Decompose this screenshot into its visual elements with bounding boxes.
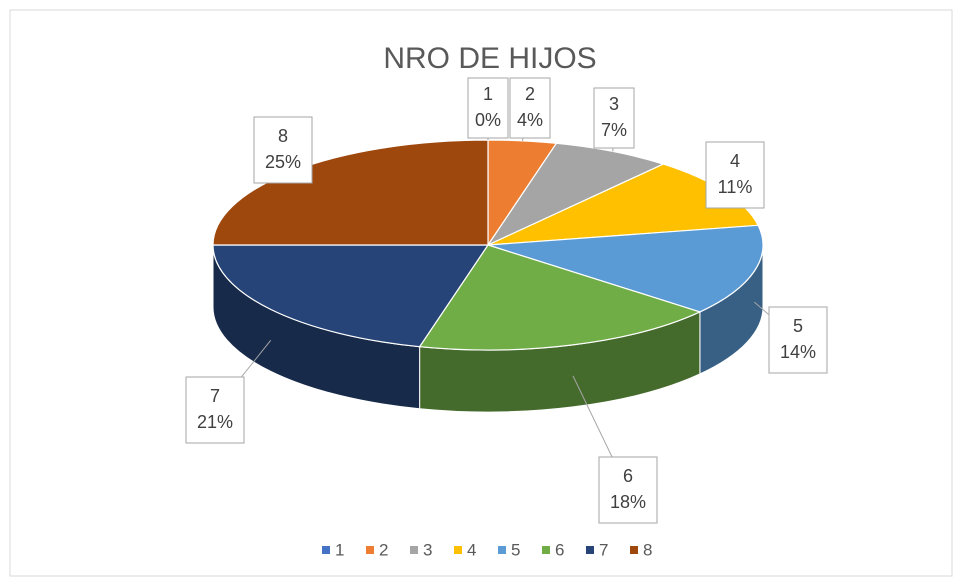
data-label: 4 11%	[718, 151, 753, 197]
label-box	[467, 77, 509, 139]
chart-title: NRO DE HIJOS	[383, 42, 596, 75]
label-value: 11%	[718, 177, 753, 197]
label-box	[705, 141, 765, 209]
legend-swatch	[586, 546, 594, 554]
label-category: 2	[525, 84, 535, 104]
legend-label: 5	[511, 540, 520, 559]
data-label: 6 18%	[610, 466, 646, 512]
label-box	[185, 376, 245, 444]
label-value: 4%	[517, 110, 543, 130]
label-value: 0%	[475, 110, 501, 130]
legend-swatch	[366, 546, 374, 554]
data-label: 1 0%	[475, 84, 501, 130]
legend-label: 6	[555, 540, 564, 559]
data-label: 5 14%	[780, 316, 816, 362]
slice	[487, 224, 764, 313]
legend-label: 2	[379, 540, 388, 559]
label-value: 21%	[197, 412, 233, 432]
label-box	[253, 116, 313, 184]
slice	[212, 244, 490, 348]
legend-label: 3	[423, 540, 432, 559]
legend-swatch	[630, 546, 638, 554]
slice	[418, 244, 702, 351]
label-category: 6	[623, 466, 633, 486]
label-box	[768, 306, 828, 374]
legend-swatch	[542, 546, 550, 554]
label-value: 25%	[265, 152, 301, 172]
label-box	[509, 77, 551, 139]
label-category: 4	[730, 151, 740, 171]
legend-swatch	[498, 546, 506, 554]
label-value: 14%	[780, 342, 816, 362]
legend-swatch	[322, 546, 330, 554]
label-category: 1	[483, 84, 493, 104]
label-value: 18%	[610, 492, 646, 512]
label-category: 5	[793, 316, 803, 336]
legend-label: 1	[335, 540, 344, 559]
label-box	[598, 456, 658, 524]
legend-swatch	[410, 546, 418, 554]
label-category: 3	[609, 94, 619, 114]
legend-swatch	[454, 546, 462, 554]
data-label: 7 21%	[197, 386, 233, 432]
data-label: 2 4%	[517, 84, 543, 130]
label-value: 7%	[601, 120, 627, 140]
label-box	[593, 87, 635, 149]
label-category: 8	[278, 126, 288, 146]
legend-label: 8	[643, 540, 652, 559]
label-category: 7	[210, 386, 220, 406]
data-label: 8 25%	[265, 126, 301, 172]
slice	[486, 142, 665, 247]
data-label: 3 7%	[601, 94, 627, 140]
legend-label: 4	[467, 540, 476, 559]
legend-label: 7	[599, 540, 608, 559]
